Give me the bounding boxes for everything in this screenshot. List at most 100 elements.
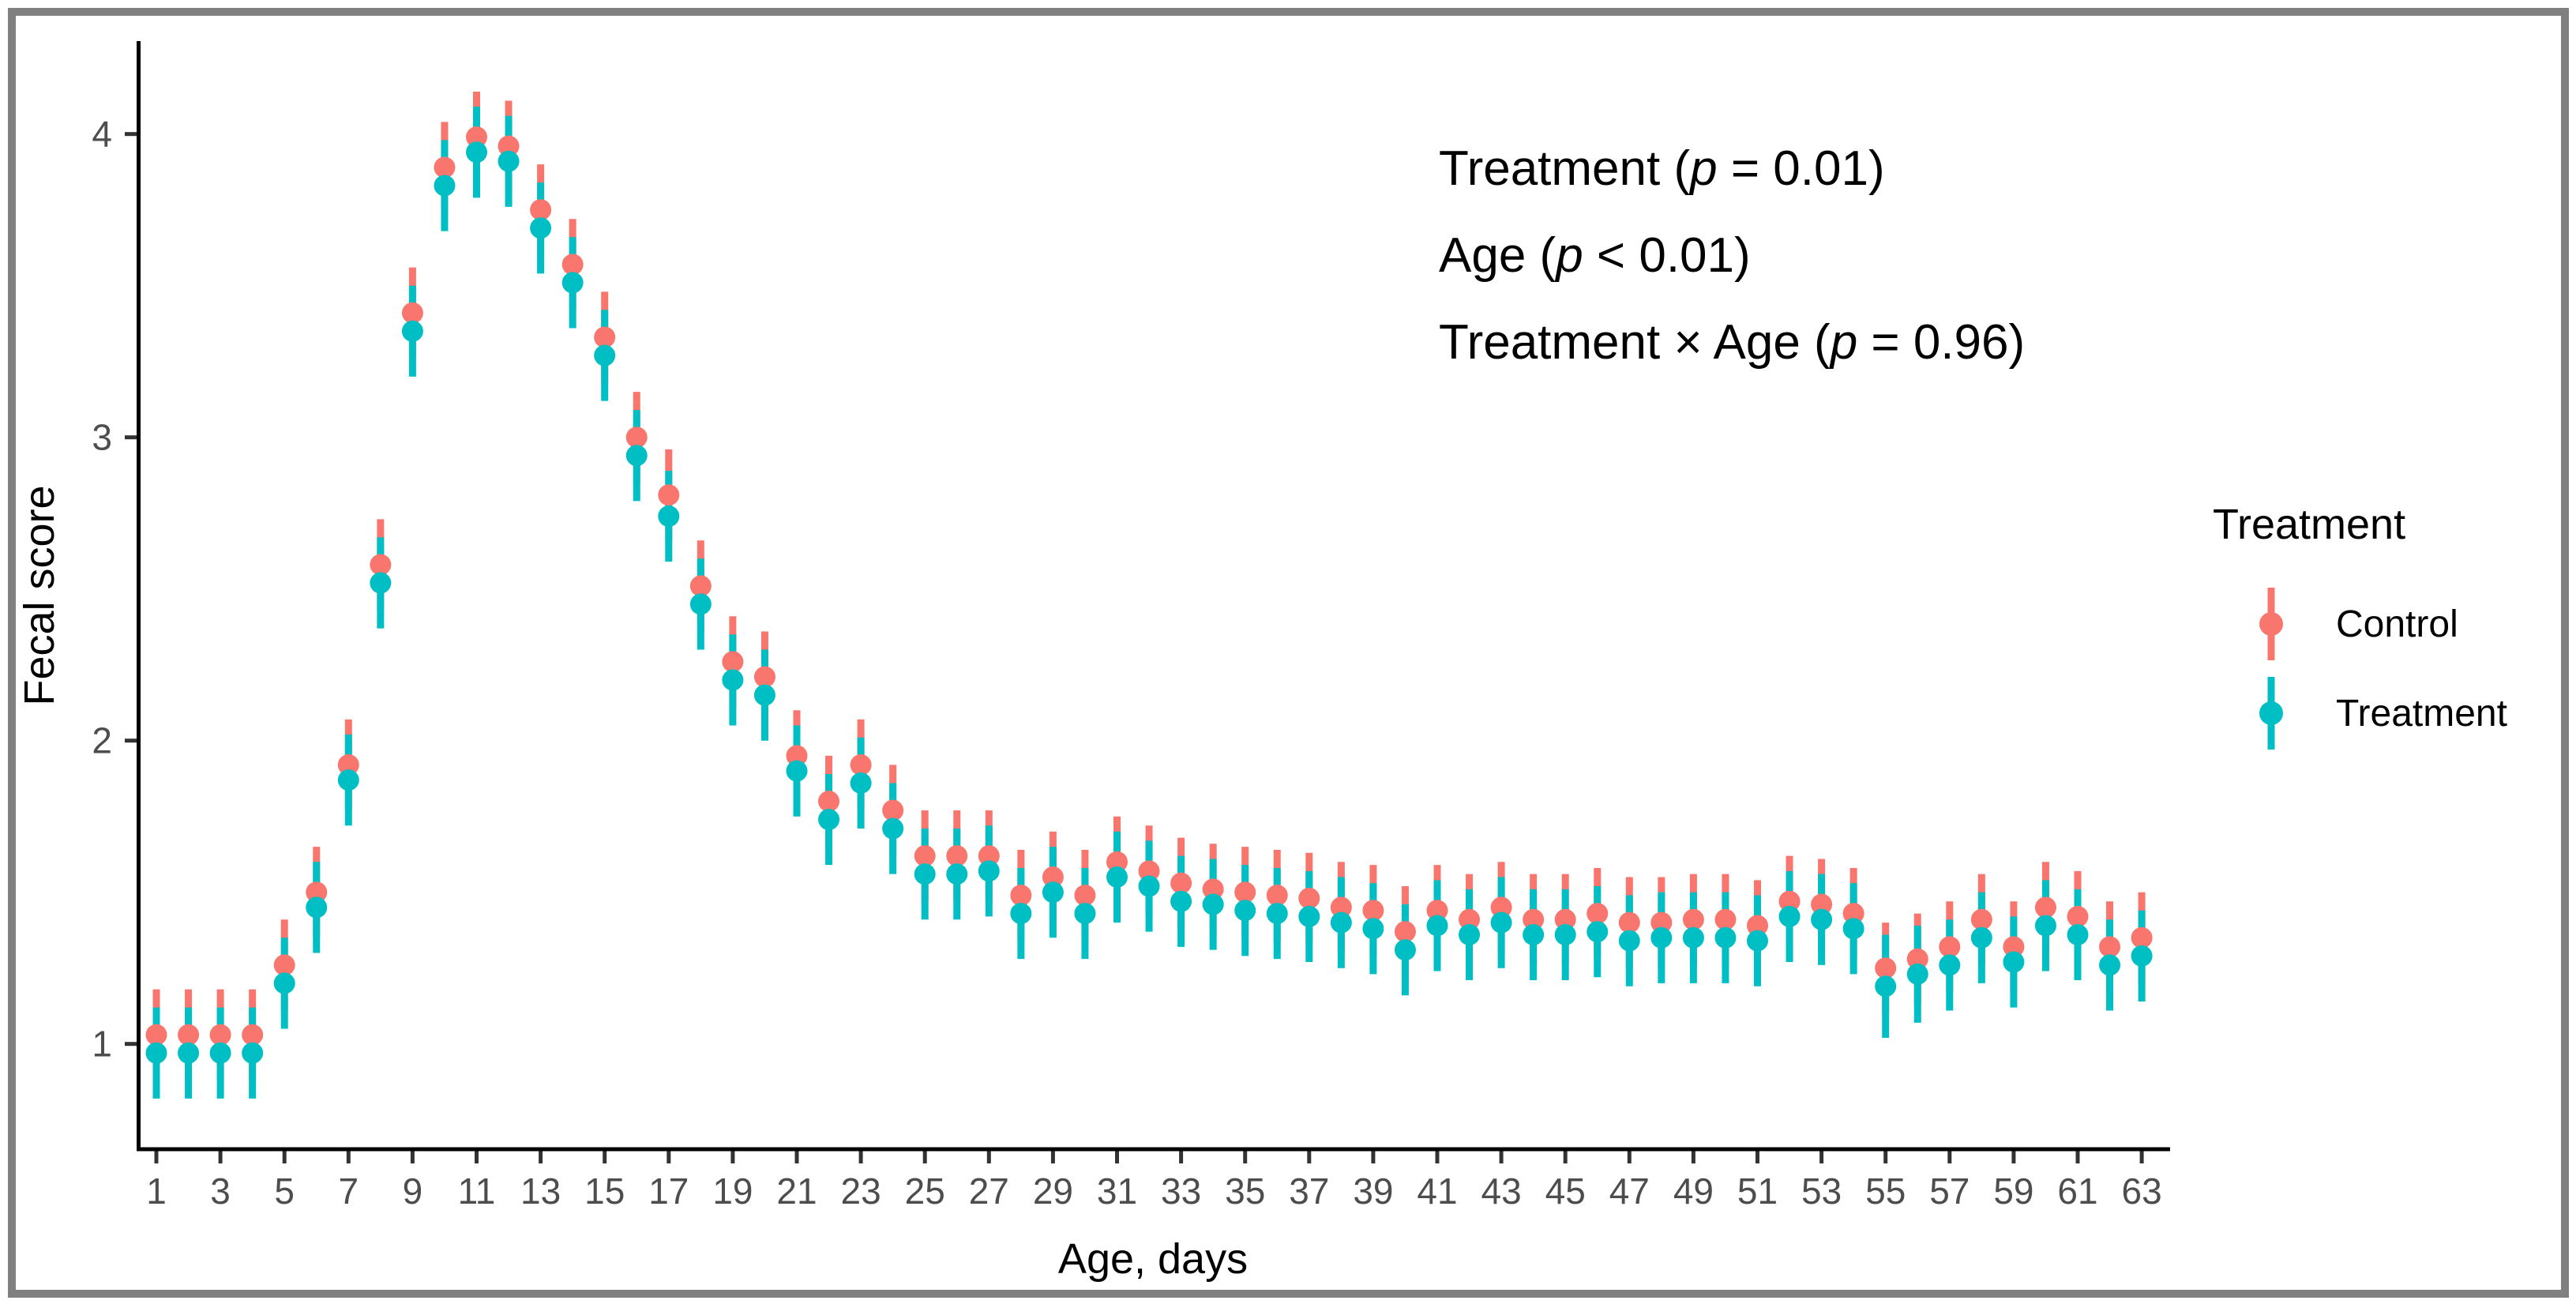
control-point-day-57 — [1939, 936, 1961, 958]
control-point-day-22 — [818, 791, 840, 812]
treatment-point-day-5 — [273, 972, 295, 994]
control-point-day-51 — [1747, 915, 1768, 937]
x-tick-label-33: 33 — [1161, 1171, 1201, 1212]
control-point-day-32 — [1138, 860, 1160, 882]
treatment-point-day-26 — [946, 863, 968, 885]
x-tick-label-31: 31 — [1097, 1171, 1137, 1212]
control-point-day-5 — [273, 954, 295, 976]
treatment-point-day-60 — [2034, 915, 2056, 937]
treatment-point-day-57 — [1939, 954, 1961, 976]
treatment-point-day-47 — [1618, 930, 1640, 952]
treatment-point-day-39 — [1362, 918, 1384, 940]
treatment-point-day-58 — [1970, 926, 1992, 949]
treatment-point-day-31 — [1106, 866, 1128, 888]
control-point-day-44 — [1523, 908, 1545, 930]
control-point-day-30 — [1074, 885, 1096, 907]
treatment-point-day-63 — [2131, 945, 2153, 967]
treatment-point-day-15 — [594, 344, 616, 366]
control-point-day-46 — [1587, 903, 1609, 925]
treatment-point-day-51 — [1747, 930, 1768, 952]
control-point-day-4 — [242, 1024, 264, 1046]
control-point-day-40 — [1394, 921, 1416, 943]
treatment-point-day-29 — [1042, 881, 1064, 904]
treatment-point-day-27 — [978, 860, 1000, 882]
annotation-line-2: Age (p < 0.01) — [1439, 228, 1751, 283]
treatment-point-day-28 — [1010, 903, 1032, 925]
treatment-point-day-41 — [1426, 915, 1448, 937]
x-tick-label-63: 63 — [2122, 1171, 2162, 1212]
control-point-day-34 — [1202, 878, 1224, 900]
x-tick-label-27: 27 — [969, 1171, 1009, 1212]
control-point-day-7 — [337, 753, 359, 776]
control-point-day-29 — [1042, 866, 1064, 888]
treatment-point-day-10 — [434, 175, 456, 197]
treatment-point-day-33 — [1170, 890, 1192, 912]
x-tick-label-59: 59 — [1993, 1171, 2033, 1212]
treatment-point-day-55 — [1875, 975, 1897, 998]
treatment-point-day-61 — [2067, 923, 2089, 945]
control-point-day-2 — [178, 1024, 200, 1046]
control-point-day-56 — [1906, 948, 1928, 970]
control-point-day-38 — [1330, 896, 1352, 919]
control-point-day-28 — [1010, 885, 1032, 907]
treatment-point-day-14 — [561, 272, 584, 294]
control-point-day-49 — [1682, 908, 1704, 930]
x-tick-label-29: 29 — [1033, 1171, 1073, 1212]
control-point-day-25 — [914, 845, 936, 867]
treatment-point-day-59 — [2003, 951, 2025, 973]
x-tick-label-17: 17 — [648, 1171, 689, 1212]
x-tick-label-53: 53 — [1801, 1171, 1842, 1212]
control-point-day-26 — [946, 845, 968, 867]
x-tick-label-9: 9 — [403, 1171, 423, 1212]
annotation-line-3: Treatment × Age (p = 0.96) — [1439, 315, 2025, 370]
treatment-point-day-48 — [1650, 926, 1673, 949]
treatment-point-day-45 — [1554, 923, 1576, 945]
legend-label-control: Control — [2336, 603, 2458, 645]
control-point-day-43 — [1490, 896, 1512, 919]
treatment-point-day-42 — [1459, 923, 1481, 945]
treatment-points — [145, 141, 2153, 1064]
y-tick-label-1: 1 — [92, 1024, 112, 1065]
treatment-point-day-53 — [1811, 908, 1833, 930]
treatment-point-day-22 — [818, 809, 840, 831]
treatment-point-day-62 — [2099, 954, 2121, 976]
treatment-point-day-18 — [689, 593, 712, 615]
control-point-day-31 — [1106, 851, 1128, 873]
treatment-point-day-1 — [145, 1042, 167, 1064]
control-point-day-54 — [1842, 903, 1864, 925]
treatment-point-day-6 — [306, 896, 328, 919]
x-tick-label-1: 1 — [146, 1171, 167, 1212]
treatment-point-day-8 — [370, 572, 392, 594]
x-tick-label-43: 43 — [1481, 1171, 1522, 1212]
x-tick-label-55: 55 — [1865, 1171, 1906, 1212]
control-point-day-14 — [561, 254, 584, 276]
y-axis-title: Fecal score — [16, 485, 63, 705]
x-tick-label-45: 45 — [1545, 1171, 1586, 1212]
treatment-point-day-56 — [1906, 963, 1928, 985]
treatment-error-bars — [152, 107, 2146, 1099]
x-tick-label-13: 13 — [520, 1171, 561, 1212]
x-tick-label-37: 37 — [1289, 1171, 1329, 1212]
control-point-day-8 — [370, 554, 392, 576]
treatment-point-day-23 — [850, 772, 872, 794]
treatment-point-day-43 — [1490, 911, 1512, 934]
control-point-day-20 — [753, 666, 775, 688]
control-point-day-55 — [1875, 957, 1897, 979]
control-point-day-61 — [2067, 905, 2089, 927]
x-tick-label-23: 23 — [841, 1171, 881, 1212]
treatment-point-day-36 — [1266, 903, 1288, 925]
control-point-day-17 — [658, 484, 680, 506]
annotation-line-1: Treatment (p = 0.01) — [1439, 141, 1885, 196]
treatment-point-day-52 — [1778, 905, 1801, 927]
x-tick-label-39: 39 — [1353, 1171, 1393, 1212]
x-tick-label-7: 7 — [339, 1171, 359, 1212]
x-tick-label-11: 11 — [458, 1171, 496, 1212]
x-tick-label-49: 49 — [1673, 1171, 1714, 1212]
control-point-day-9 — [401, 302, 423, 324]
control-point-day-3 — [209, 1024, 231, 1046]
control-point-day-58 — [1970, 908, 1992, 930]
treatment-point-day-17 — [658, 505, 680, 528]
control-point-day-18 — [689, 575, 712, 597]
